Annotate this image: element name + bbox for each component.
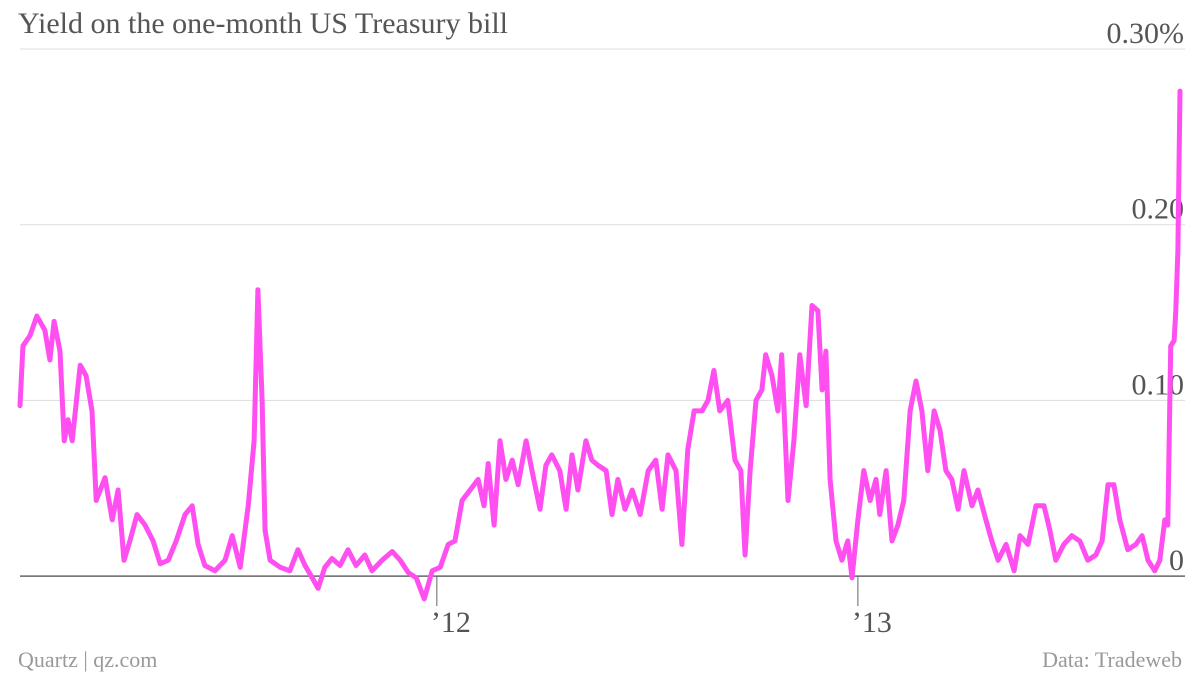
y-tick-label: 0.10 xyxy=(1132,368,1185,401)
x-tick-label: ’13 xyxy=(852,606,892,639)
source: Data: Tradeweb xyxy=(1042,647,1182,672)
y-tick-label: 0.30% xyxy=(1107,17,1185,50)
y-tick-label: 0 xyxy=(1169,544,1184,577)
x-tick-label: ’12 xyxy=(431,606,471,639)
y-tick-label: 0.20 xyxy=(1132,193,1185,226)
chart-title: Yield on the one-month US Treasury bill xyxy=(18,7,508,40)
data-line xyxy=(17,88,1183,602)
credit: Quartz | qz.com xyxy=(18,647,157,672)
